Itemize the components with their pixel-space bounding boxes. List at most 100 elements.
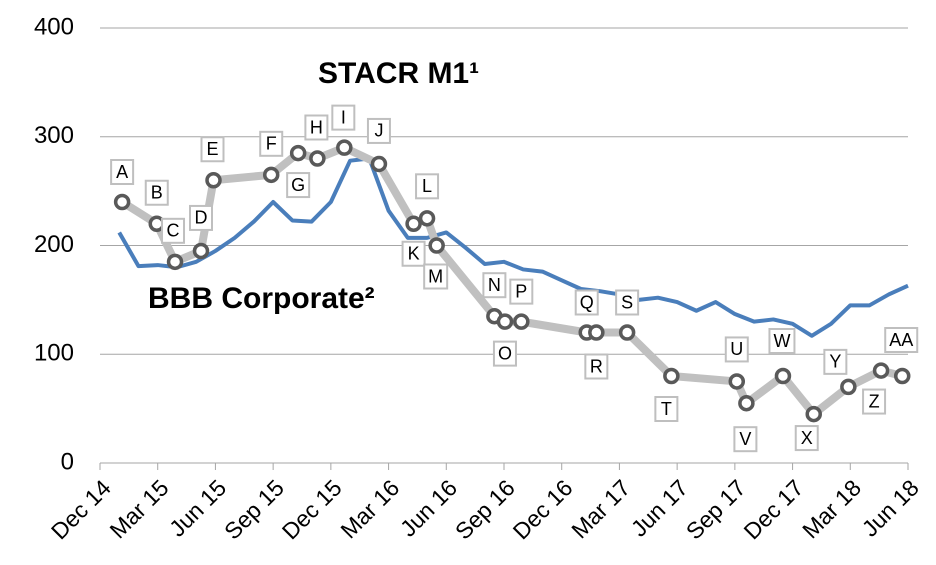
point-label-text: D xyxy=(195,208,208,228)
label-box xyxy=(884,327,919,353)
point-label: G xyxy=(286,172,311,199)
x-tick-label: Jun 18 xyxy=(857,474,924,541)
point-label-text: I xyxy=(341,107,346,127)
point-label-text: X xyxy=(801,428,813,448)
label-box xyxy=(482,272,507,299)
x-tick-label: Jun 15 xyxy=(164,474,231,541)
point-label: S xyxy=(615,289,640,316)
label-box xyxy=(724,336,749,363)
point-label: E xyxy=(200,136,225,163)
label-box xyxy=(259,130,284,157)
point-label: T xyxy=(654,396,679,422)
point-label-text: Y xyxy=(829,352,841,372)
point-label-text: S xyxy=(621,292,633,312)
marker xyxy=(805,405,822,423)
marker xyxy=(618,324,636,341)
point-label: L xyxy=(415,173,440,200)
marker xyxy=(496,313,514,330)
point-label-text: R xyxy=(590,356,603,376)
point-label: V xyxy=(733,426,758,453)
point-label-text: L xyxy=(422,176,432,196)
x-tick-label: Sep 17 xyxy=(681,474,751,544)
point-label-text: O xyxy=(498,343,512,363)
marker xyxy=(205,172,222,189)
label-box xyxy=(401,240,426,267)
point-label-text: G xyxy=(291,175,305,195)
point-label-text: V xyxy=(739,429,751,449)
x-tick-label: Sep 16 xyxy=(450,474,520,544)
point-label: B xyxy=(144,179,169,206)
label-box xyxy=(189,204,213,231)
y-tick-label: 0 xyxy=(61,448,74,475)
point-label: I xyxy=(331,104,356,131)
point-label: O xyxy=(492,340,517,367)
x-tick-label: Dec 14 xyxy=(46,474,116,544)
marker xyxy=(513,313,530,330)
line xyxy=(117,156,909,338)
label-box xyxy=(823,348,848,375)
point-label-text: P xyxy=(515,281,527,301)
point-label-text: C xyxy=(167,221,180,241)
marker xyxy=(893,367,911,385)
marker xyxy=(872,362,890,379)
label-box xyxy=(574,289,599,316)
label-box xyxy=(200,136,225,163)
point-label-text: AA xyxy=(889,330,913,350)
label-box xyxy=(768,328,796,354)
label-box xyxy=(733,426,758,453)
point-label-text: F xyxy=(266,134,277,154)
point-label-text: T xyxy=(661,399,672,419)
marker xyxy=(309,150,326,167)
x-tick-label: Dec 16 xyxy=(508,474,578,544)
point-label: Q xyxy=(574,289,599,316)
marker xyxy=(336,139,353,156)
point-label-text: Q xyxy=(580,292,594,312)
marker xyxy=(588,324,605,341)
x-tick-label: Sep 15 xyxy=(219,474,289,544)
point-label: R xyxy=(584,353,609,380)
x-tick-label: Mar 15 xyxy=(105,474,174,543)
marker xyxy=(289,144,307,162)
point-label-text: B xyxy=(151,183,163,203)
y-tick-label: 300 xyxy=(34,122,74,149)
label-box xyxy=(509,278,534,305)
label-box xyxy=(794,425,819,452)
series-label: STACR M1¹ xyxy=(318,57,479,90)
y-tick-label: 400 xyxy=(34,13,74,40)
point-label: C xyxy=(161,217,186,244)
point-label-text: N xyxy=(488,275,501,295)
point-label: D xyxy=(189,204,213,231)
y-tick-label: 100 xyxy=(34,340,74,367)
point-label-text: W xyxy=(773,331,790,351)
point-label-text: Z xyxy=(869,391,880,411)
x-tick-label: Jun 16 xyxy=(395,474,462,541)
point-label: W xyxy=(768,328,796,354)
point-label-text: A xyxy=(116,162,128,182)
point-label-text: H xyxy=(310,117,323,137)
label-box xyxy=(423,263,449,290)
point-label: AA xyxy=(884,327,919,353)
marker xyxy=(405,215,422,232)
point-label-text: J xyxy=(374,121,383,141)
point-label: J xyxy=(366,117,391,144)
label-box xyxy=(286,172,311,199)
y-tick-label: 200 xyxy=(34,231,74,258)
label-box xyxy=(654,396,679,422)
point-label-text: M xyxy=(428,266,443,286)
x-tick-label: Dec 17 xyxy=(738,474,808,544)
point-label: A xyxy=(110,159,135,185)
label-box xyxy=(331,104,356,131)
marker xyxy=(370,155,388,173)
x-tick-label: Mar 17 xyxy=(566,474,635,543)
series-label: BBB Corporate² xyxy=(148,282,375,315)
marker xyxy=(728,373,746,390)
point-label: F xyxy=(259,130,284,157)
label-box xyxy=(110,159,135,185)
marker xyxy=(428,237,445,254)
label-box xyxy=(366,117,391,144)
point-label: Y xyxy=(823,348,848,375)
label-box xyxy=(615,289,640,316)
marker xyxy=(166,253,184,271)
label-box xyxy=(584,353,609,380)
marker xyxy=(738,394,755,412)
